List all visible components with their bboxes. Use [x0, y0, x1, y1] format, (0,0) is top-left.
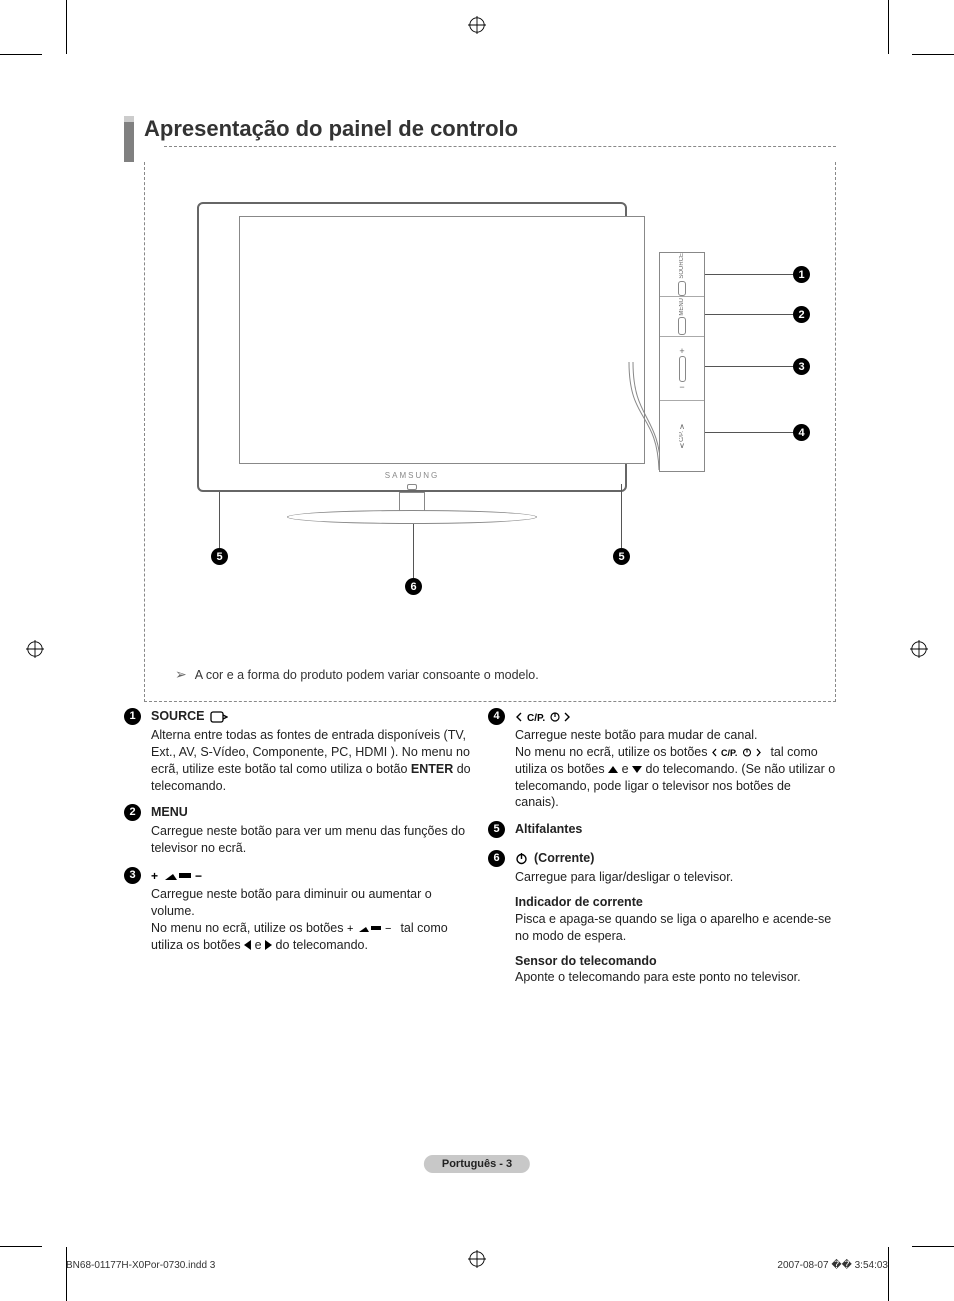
registration-mark-left	[26, 640, 44, 658]
figure-box: SAMSUNG SOURCE MENU	[144, 162, 836, 702]
svg-text:C/P.: C/P.	[527, 713, 545, 723]
panel-btn-volume: + −	[660, 337, 704, 401]
page-title: Apresentação do painel de controlo	[144, 116, 836, 142]
power-icon	[515, 850, 528, 867]
svg-text:+: +	[151, 870, 158, 882]
source-icon	[210, 708, 228, 725]
item-4-body1: Carregue neste botão para mudar de canal…	[515, 727, 836, 744]
column-left: 1 SOURCE Alterna entre todas as fontes d…	[124, 708, 472, 996]
tv-brand: SAMSUNG	[385, 471, 439, 480]
tv-screen	[239, 216, 645, 464]
print-file: BN68-01177H-X0Por-0730.indd 3	[66, 1260, 215, 1271]
svg-text:+: +	[347, 923, 353, 933]
figure-note: ➢ A cor e a forma do produto podem varia…	[175, 666, 539, 683]
bullet-6: 6	[488, 850, 505, 867]
print-footer: BN68-01177H-X0Por-0730.indd 3 2007-08-07…	[66, 1260, 888, 1271]
item-2-title: MENU	[151, 804, 188, 821]
triangle-left-icon	[244, 940, 251, 950]
tv-stand-neck	[399, 492, 425, 512]
svg-text:C/P.: C/P.	[721, 748, 737, 758]
tv-body: SAMSUNG	[197, 202, 627, 492]
item-4: 4 C/P. Carregue neste botão para mud	[488, 708, 836, 811]
volume-icon: + −	[151, 867, 205, 884]
callout-5b: 5	[613, 548, 630, 565]
side-button-panel: SOURCE MENU + − ∧ C/P. ∨	[659, 252, 705, 472]
callout-4: 4	[793, 424, 810, 441]
page-footer-label: Português - 3	[424, 1155, 530, 1173]
registration-mark-top	[468, 16, 486, 34]
item-2: 2 MENU Carregue neste botão para ver um …	[124, 804, 472, 857]
descriptions: 1 SOURCE Alterna entre todas as fontes d…	[124, 708, 836, 996]
tv-diagram: SAMSUNG SOURCE MENU	[169, 202, 811, 562]
item-1-body: Alterna entre todas as fontes de entrada…	[151, 727, 472, 795]
item-3-body1: Carregue neste botão para diminuir ou au…	[151, 886, 472, 920]
panel-btn-menu: MENU	[660, 297, 704, 337]
panel-cable	[627, 362, 661, 472]
channel-icon-inline: C/P.	[711, 744, 767, 761]
volume-icon-inline: +−	[347, 920, 397, 937]
bullet-3: 3	[124, 867, 141, 884]
item-6-sub2-title: Sensor do telecomando	[515, 953, 836, 970]
svg-text:−: −	[385, 923, 391, 933]
callout-1: 1	[793, 266, 810, 283]
callout-2: 2	[793, 306, 810, 323]
column-right: 4 C/P. Carregue neste botão para mud	[488, 708, 836, 996]
title-tab	[124, 116, 134, 162]
callout-6: 6	[405, 578, 422, 595]
note-arrow-icon: ➢	[175, 666, 187, 683]
item-6-sub1-title: Indicador de corrente	[515, 894, 836, 911]
item-3-body2: No menu no ecrã, utilize os botões +− ta…	[151, 920, 472, 954]
tv-stand-base	[287, 510, 537, 524]
callout-5a: 5	[211, 548, 228, 565]
page-content: Apresentação do painel de controlo SAMSU…	[124, 116, 836, 996]
item-6-body1: Carregue para ligar/desligar o televisor…	[515, 869, 836, 886]
item-6: 6 (Corrente) Carregue para ligar/desliga…	[488, 850, 836, 986]
item-4-body2: No menu no ecrã, utilize os botões C/P. …	[515, 744, 836, 812]
title-row: Apresentação do painel de controlo	[124, 116, 836, 162]
bullet-5: 5	[488, 821, 505, 838]
bullet-4: 4	[488, 708, 505, 725]
triangle-up-icon	[608, 766, 618, 773]
callout-3: 3	[793, 358, 810, 375]
triangle-down-icon	[632, 766, 642, 773]
bullet-2: 2	[124, 804, 141, 821]
tv-led	[407, 484, 417, 490]
print-date: 2007-08-07 �� 3:54:03	[777, 1260, 888, 1271]
item-3: 3 + − Carregue neste botão para dimin	[124, 867, 472, 953]
item-1: 1 SOURCE Alterna entre todas as fontes d…	[124, 708, 472, 794]
registration-mark-right	[910, 640, 928, 658]
bullet-1: 1	[124, 708, 141, 725]
panel-btn-source: SOURCE	[660, 253, 704, 297]
triangle-right-icon	[265, 940, 272, 950]
svg-text:−: −	[195, 870, 202, 882]
note-text: A cor e a forma do produto podem variar …	[195, 668, 539, 682]
item-2-body: Carregue neste botão para ver um menu da…	[151, 823, 472, 857]
item-5-title: Altifalantes	[515, 821, 582, 838]
item-5: 5 Altifalantes	[488, 821, 836, 840]
item-6-sub2-body: Aponte o telecomando para este ponto no …	[515, 969, 836, 986]
item-1-title: SOURCE	[151, 708, 204, 725]
channel-icon: C/P.	[515, 708, 575, 725]
item-6-sub1-body: Pisca e apaga-se quando se liga o aparel…	[515, 911, 836, 945]
panel-btn-channel: ∧ C/P. ∨	[660, 401, 704, 471]
item-6-title: (Corrente)	[534, 850, 594, 867]
